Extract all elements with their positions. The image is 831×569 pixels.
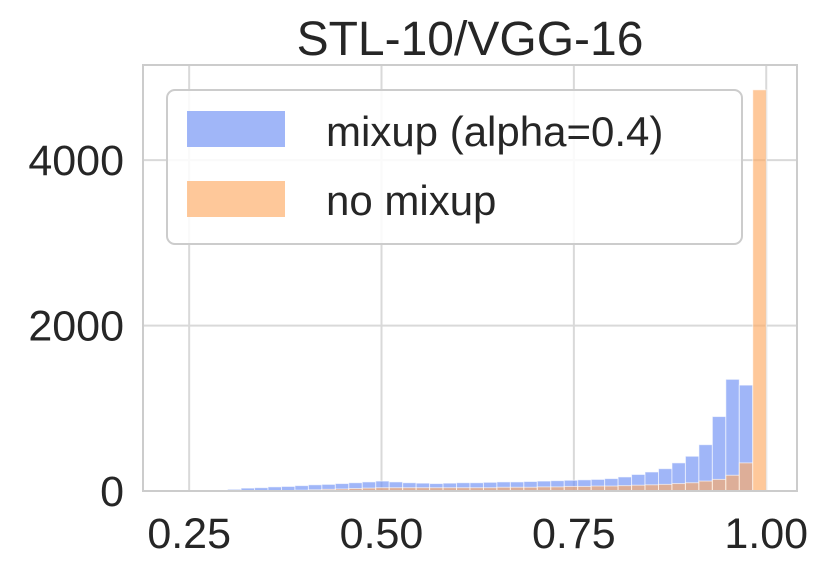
y-tick-label: 2000	[28, 303, 124, 351]
legend-box	[166, 89, 743, 245]
x-tick-label: 1.00	[724, 510, 808, 558]
mixup-series	[227, 378, 754, 492]
x-axis: 0.25 0.50 0.75 1.00	[147, 510, 808, 558]
x-tick-label: 0.25	[147, 510, 231, 558]
legend-swatch-no-mixup	[187, 181, 285, 217]
plot-frame	[142, 64, 798, 492]
bar-no-mixup	[725, 474, 740, 492]
bar-no-mixup	[698, 480, 713, 492]
no-mixup-series	[280, 89, 767, 492]
legend-label-mixup: mixup (alpha=0.4)	[326, 108, 663, 155]
y-axis: 0 2000 4000	[28, 137, 124, 516]
bar-no-mixup	[684, 482, 700, 492]
chart-title: STL-10/VGG-16	[297, 13, 644, 66]
x-tick-label: 0.50	[340, 510, 424, 558]
bar-no-mixup	[671, 483, 686, 492]
legend-label-no-mixup: no mixup	[326, 177, 496, 224]
bar-no-mixup	[738, 462, 754, 492]
bar-no-mixup	[752, 89, 767, 492]
x-tick-label: 0.75	[532, 510, 616, 558]
bar-mixup	[725, 378, 740, 492]
y-tick-label: 0	[100, 468, 124, 516]
legend: mixup (alpha=0.4) no mixup	[166, 89, 743, 245]
y-tick-label: 4000	[28, 137, 124, 185]
bar-no-mixup	[711, 478, 727, 492]
legend-swatch-mixup	[187, 111, 285, 147]
